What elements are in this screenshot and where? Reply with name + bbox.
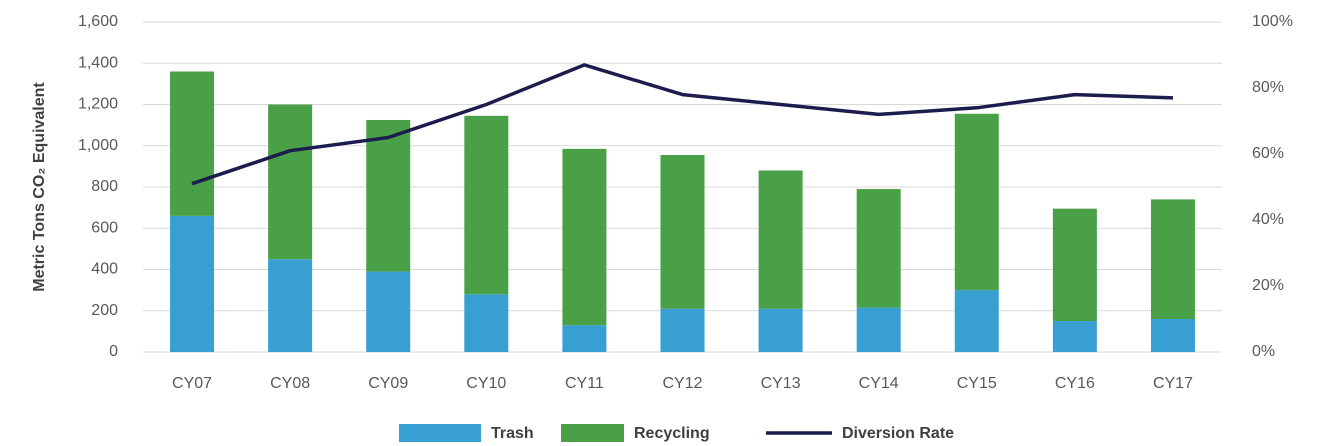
legend-label: Recycling (634, 425, 710, 442)
bar-segment (660, 155, 705, 309)
y2-tick-label: 60% (1252, 145, 1284, 162)
bar-segment (856, 307, 901, 352)
bar-segment (170, 215, 215, 352)
x-tick-label: CY09 (368, 375, 408, 392)
bar-segment (1052, 321, 1097, 352)
y-axis-label: Metric Tons CO₂ Equivalent (31, 82, 48, 292)
bar-segment (954, 113, 999, 291)
x-tick-label: CY10 (466, 375, 506, 392)
bar-segment (562, 325, 607, 352)
bar-segment (464, 115, 509, 295)
bar-segment (268, 104, 313, 260)
bar-segment (268, 259, 313, 352)
x-tick-label: CY07 (172, 375, 212, 392)
legend-label: Trash (491, 425, 534, 442)
y2-tick-label: 20% (1252, 277, 1284, 294)
bar-segment (464, 294, 509, 352)
bar-segment (758, 170, 803, 309)
x-tick-label: CY13 (761, 375, 801, 392)
x-tick-label: CY14 (859, 375, 899, 392)
legend-swatch (399, 424, 481, 442)
y2-tick-label: 40% (1252, 211, 1284, 228)
y2-tick-label: 0% (1252, 343, 1275, 360)
bar-segment (954, 290, 999, 352)
bar-segment (1052, 208, 1097, 322)
x-tick-label: CY16 (1055, 375, 1095, 392)
x-tick-label: CY17 (1153, 375, 1193, 392)
y-tick-label: 1,000 (78, 137, 118, 154)
bar-segment (660, 308, 705, 352)
bar-segment (1150, 319, 1195, 352)
y2-tick-label: 100% (1252, 13, 1293, 30)
bar-segment (758, 308, 803, 352)
x-tick-label: CY08 (270, 375, 310, 392)
bar-segment (562, 148, 607, 326)
y-tick-label: 400 (91, 261, 118, 278)
bar-segment (366, 271, 411, 352)
line (191, 63, 1174, 186)
y-tick-label: 800 (91, 178, 118, 195)
bar-segment (366, 119, 411, 272)
bar-segment (856, 189, 901, 308)
bar-segment (170, 71, 215, 216)
legend-label: Diversion Rate (842, 425, 954, 442)
y-tick-label: 600 (91, 219, 118, 236)
y2-tick-label: 80% (1252, 79, 1284, 96)
x-tick-label: CY12 (662, 375, 702, 392)
y-tick-label: 1,400 (78, 54, 118, 71)
x-tick-label: CY11 (565, 375, 604, 392)
x-tick-label: CY15 (957, 375, 997, 392)
y-tick-label: 0 (109, 343, 118, 360)
y-tick-label: 1,200 (78, 96, 118, 113)
legend-swatch (561, 424, 624, 442)
bar-segment (1150, 199, 1195, 319)
y-tick-label: 1,600 (78, 13, 118, 30)
y-tick-label: 200 (91, 302, 118, 319)
